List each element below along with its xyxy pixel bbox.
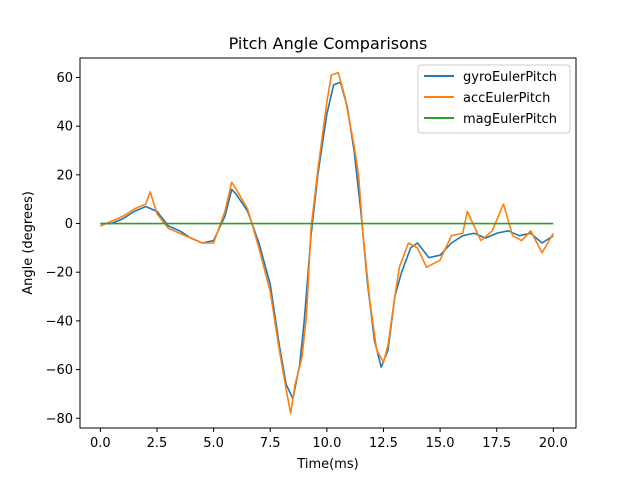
y-tick-label: 0 <box>65 217 73 232</box>
y-tick-label: −60 <box>46 363 73 378</box>
legend-box <box>417 64 571 134</box>
y-tick-label: −20 <box>46 266 73 281</box>
chart-title: Pitch Angle Comparisons <box>229 34 428 53</box>
legend: gyroEulerPitch accEulerPitch magEulerPit… <box>417 64 571 134</box>
plot-area <box>100 71 555 415</box>
x-tick-label: 17.5 <box>482 436 511 451</box>
legend-label-mag: magEulerPitch <box>463 112 557 127</box>
y-tick-label: 60 <box>56 71 73 86</box>
y-tick-label: −80 <box>46 412 73 427</box>
axes-frame <box>79 57 577 429</box>
x-axis: 0.0 2.5 5.0 7.5 10.0 12.5 15.0 17.5 20.0 <box>90 428 568 451</box>
y-tick-label: 20 <box>56 168 73 183</box>
x-axis-label: Time(ms) <box>296 457 358 472</box>
acc-euler-pitch-line <box>100 71 555 415</box>
x-tick-label: 7.5 <box>260 436 281 451</box>
y-tick-label: −40 <box>46 314 73 329</box>
x-tick-label: 20.0 <box>539 436 568 451</box>
x-tick-label: 10.0 <box>312 436 341 451</box>
x-tick-label: 5.0 <box>203 436 224 451</box>
x-tick-label: 12.5 <box>369 436 398 451</box>
x-tick-label: 0.0 <box>90 436 111 451</box>
legend-label-acc: accEulerPitch <box>463 91 550 106</box>
legend-label-gyro: gyroEulerPitch <box>463 70 557 85</box>
x-tick-label: 2.5 <box>147 436 168 451</box>
x-tick-label: 15.0 <box>426 436 455 451</box>
y-tick-label: 40 <box>56 120 73 135</box>
y-axis-label: Angle (degrees) <box>21 191 36 295</box>
y-axis: −80 −60 −40 −20 0 20 40 60 <box>46 71 80 427</box>
